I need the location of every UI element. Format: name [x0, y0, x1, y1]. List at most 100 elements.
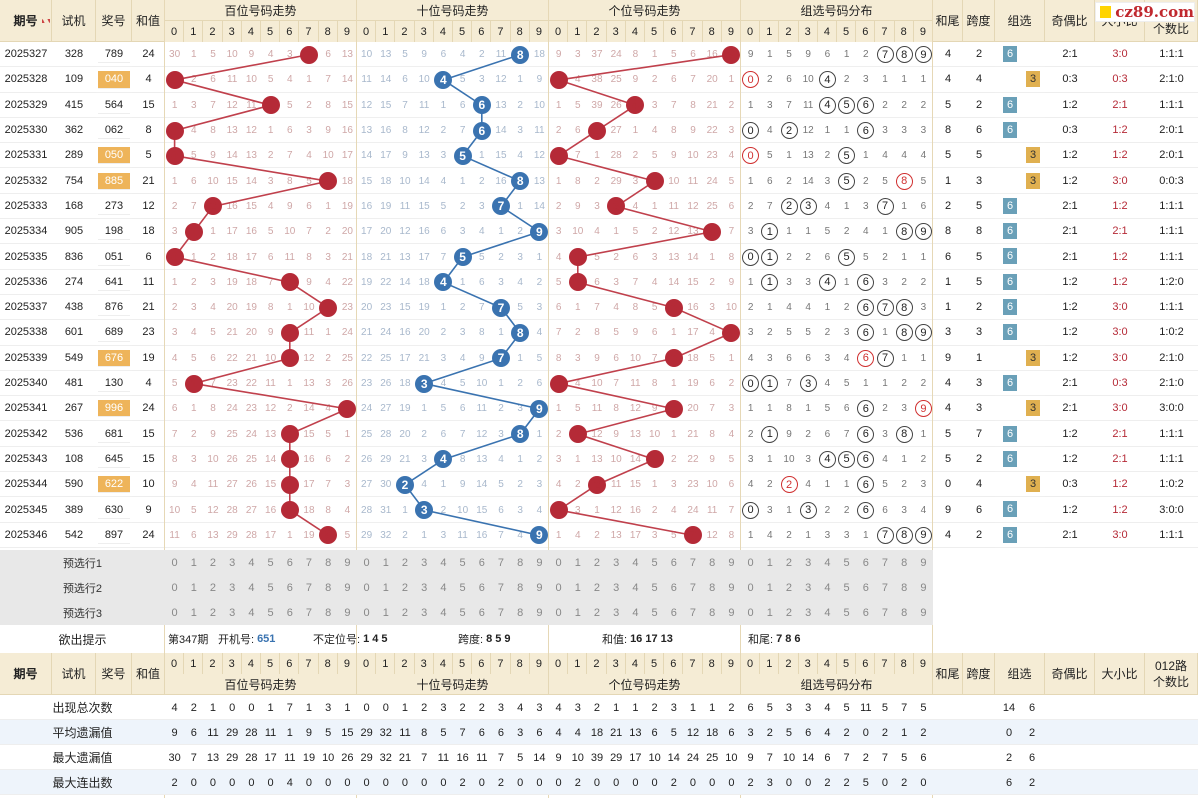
- preselect-digit[interactable]: 8: [702, 600, 722, 625]
- preselect-digit[interactable]: 4: [241, 575, 261, 600]
- preselect-digit[interactable]: 0: [165, 550, 185, 575]
- preselect-digit[interactable]: 6: [856, 600, 876, 625]
- preselect-digit[interactable]: 6: [856, 550, 876, 575]
- preselect-digit[interactable]: 4: [241, 550, 261, 575]
- preselect-digit[interactable]: 8: [318, 550, 338, 575]
- preselect-digit[interactable]: 2: [203, 550, 223, 575]
- preselect-digit[interactable]: 4: [433, 600, 453, 625]
- preselect-digit[interactable]: 1: [760, 600, 780, 625]
- preselect-digit[interactable]: 1: [184, 600, 204, 625]
- preselect-digit[interactable]: 6: [664, 550, 684, 575]
- preselect-digit[interactable]: 9: [529, 600, 549, 625]
- preselect-digit[interactable]: 5: [453, 575, 473, 600]
- preselect-digit[interactable]: 3: [606, 600, 626, 625]
- preselect-digit[interactable]: 7: [683, 600, 703, 625]
- preselect-digit[interactable]: 5: [261, 550, 281, 575]
- preselect-digit[interactable]: 9: [529, 575, 549, 600]
- preselect-digit[interactable]: 0: [549, 575, 569, 600]
- preselect-digit[interactable]: 2: [395, 575, 415, 600]
- preselect-digit[interactable]: 4: [241, 600, 261, 625]
- preselect-digit[interactable]: 3: [222, 550, 242, 575]
- preselect-digit[interactable]: 1: [184, 550, 204, 575]
- preselect-digit[interactable]: 3: [222, 575, 242, 600]
- preselect-digit[interactable]: 0: [549, 550, 569, 575]
- preselect-digit[interactable]: 1: [376, 575, 396, 600]
- preselect-digit[interactable]: 5: [261, 600, 281, 625]
- preselect-digit[interactable]: 9: [721, 575, 741, 600]
- preselect-digit[interactable]: 8: [894, 550, 914, 575]
- preselect-digit[interactable]: 2: [395, 550, 415, 575]
- preselect-digit[interactable]: 6: [280, 600, 300, 625]
- preselect-digit[interactable]: 1: [568, 550, 588, 575]
- preselect-digit[interactable]: 4: [817, 575, 837, 600]
- preselect-digit[interactable]: 6: [472, 600, 492, 625]
- preselect-digit[interactable]: 3: [414, 550, 434, 575]
- preselect-digit[interactable]: 2: [203, 575, 223, 600]
- preselect-digit[interactable]: 2: [779, 600, 799, 625]
- preselect-digit[interactable]: 8: [702, 550, 722, 575]
- preselect-digit[interactable]: 9: [913, 600, 933, 625]
- preselect-digit[interactable]: 1: [184, 575, 204, 600]
- preselect-digit[interactable]: 1: [376, 600, 396, 625]
- preselect-digit[interactable]: 5: [837, 575, 857, 600]
- preselect-digit[interactable]: 4: [625, 600, 645, 625]
- preselect-digit[interactable]: 6: [472, 575, 492, 600]
- preselect-digit[interactable]: 2: [779, 575, 799, 600]
- preselect-digit[interactable]: 0: [741, 550, 761, 575]
- preselect-digit[interactable]: 6: [472, 550, 492, 575]
- preselect-digit[interactable]: 0: [741, 600, 761, 625]
- preselect-digit[interactable]: 6: [280, 550, 300, 575]
- preselect-digit[interactable]: 8: [894, 575, 914, 600]
- preselect-digit[interactable]: 8: [702, 575, 722, 600]
- preselect-digit[interactable]: 3: [606, 575, 626, 600]
- preselect-digit[interactable]: 4: [433, 550, 453, 575]
- preselect-digit[interactable]: 7: [875, 600, 895, 625]
- preselect-digit[interactable]: 2: [587, 550, 607, 575]
- preselect-digit[interactable]: 9: [337, 600, 357, 625]
- preselect-digit[interactable]: 5: [453, 600, 473, 625]
- preselect-digit[interactable]: 5: [837, 550, 857, 575]
- preselect-digit[interactable]: 9: [913, 550, 933, 575]
- preselect-digit[interactable]: 8: [510, 600, 530, 625]
- preselect-digit[interactable]: 1: [760, 575, 780, 600]
- preselect-digit[interactable]: 4: [817, 600, 837, 625]
- preselect-digit[interactable]: 7: [491, 600, 511, 625]
- preselect-digit[interactable]: 8: [318, 575, 338, 600]
- preselect-digit[interactable]: 5: [645, 600, 665, 625]
- preselect-digit[interactable]: 8: [510, 550, 530, 575]
- top-qihao-header[interactable]: 期号: [0, 0, 52, 42]
- preselect-digit[interactable]: 3: [414, 600, 434, 625]
- preselect-digit[interactable]: 9: [337, 550, 357, 575]
- preselect-digit[interactable]: 3: [798, 600, 818, 625]
- preselect-digit[interactable]: 3: [798, 550, 818, 575]
- preselect-digit[interactable]: 6: [280, 575, 300, 600]
- preselect-digit[interactable]: 4: [817, 550, 837, 575]
- preselect-digit[interactable]: 0: [357, 575, 377, 600]
- preselect-digit[interactable]: 5: [645, 550, 665, 575]
- preselect-digit[interactable]: 3: [414, 575, 434, 600]
- preselect-digit[interactable]: 0: [357, 600, 377, 625]
- preselect-digit[interactable]: 4: [625, 575, 645, 600]
- preselect-digit[interactable]: 2: [395, 600, 415, 625]
- preselect-digit[interactable]: 7: [299, 600, 319, 625]
- preselect-digit[interactable]: 0: [165, 600, 185, 625]
- preselect-digit[interactable]: 9: [913, 575, 933, 600]
- preselect-digit[interactable]: 1: [760, 550, 780, 575]
- preselect-digit[interactable]: 9: [337, 575, 357, 600]
- preselect-digit[interactable]: 7: [491, 550, 511, 575]
- preselect-digit[interactable]: 0: [549, 600, 569, 625]
- preselect-digit[interactable]: 3: [798, 575, 818, 600]
- site-logo[interactable]: cz89.com: [1095, 2, 1195, 22]
- preselect-digit[interactable]: 8: [318, 600, 338, 625]
- preselect-digit[interactable]: 0: [357, 550, 377, 575]
- preselect-digit[interactable]: 7: [299, 575, 319, 600]
- preselect-digit[interactable]: 5: [453, 550, 473, 575]
- preselect-digit[interactable]: 4: [433, 575, 453, 600]
- preselect-digit[interactable]: 0: [165, 575, 185, 600]
- preselect-digit[interactable]: 7: [683, 550, 703, 575]
- preselect-digit[interactable]: 7: [491, 575, 511, 600]
- preselect-digit[interactable]: 2: [587, 600, 607, 625]
- preselect-digit[interactable]: 1: [568, 600, 588, 625]
- preselect-digit[interactable]: 7: [683, 575, 703, 600]
- preselect-digit[interactable]: 2: [779, 550, 799, 575]
